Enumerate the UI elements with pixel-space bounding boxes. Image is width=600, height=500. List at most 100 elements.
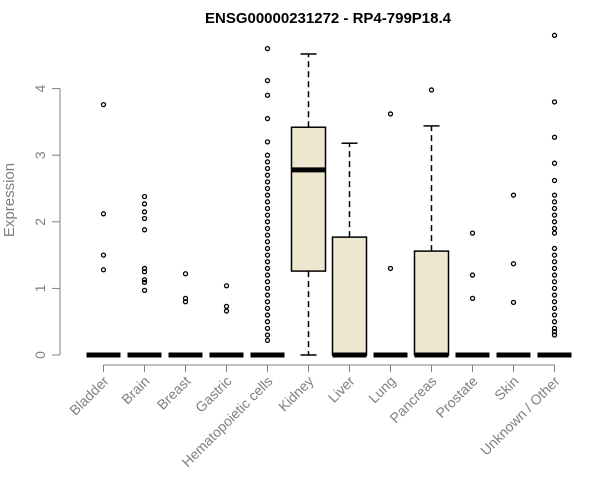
outlier-point	[141, 265, 148, 272]
outlier-point	[264, 165, 271, 172]
box-group	[209, 283, 244, 358]
outlier-point	[264, 205, 271, 212]
outlier-point	[223, 308, 230, 314]
y-tick-label: 0	[32, 351, 48, 359]
outlier-point	[141, 277, 148, 283]
outlier-point	[469, 230, 476, 236]
outlier-point	[141, 193, 148, 200]
outlier-point	[551, 312, 558, 318]
x-tick-label: Lung	[365, 373, 398, 406]
y-tick-label: 3	[32, 151, 48, 159]
outlier-point	[264, 337, 271, 343]
x-tick-label: Skin	[491, 373, 522, 404]
box-group	[455, 230, 490, 358]
x-tick-label: Liver	[325, 373, 358, 406]
outlier-point	[551, 265, 558, 272]
y-tick-label: 2	[32, 218, 48, 226]
box-group	[373, 111, 408, 358]
outlier-point	[264, 325, 271, 332]
y-axis-label: Expression	[1, 163, 18, 237]
outlier-point	[551, 305, 558, 312]
outlier-point	[510, 192, 517, 198]
outlier-point	[182, 299, 189, 305]
outlier-point	[551, 259, 558, 265]
x-tick-label: Bladder	[66, 373, 112, 419]
outlier-point	[551, 272, 558, 278]
box-group	[537, 32, 572, 358]
outlier-point	[551, 134, 558, 140]
outlier-point	[141, 269, 148, 275]
outlier-point	[551, 192, 558, 198]
box-iqr	[413, 250, 450, 356]
outlier-point	[551, 299, 558, 305]
outlier-point	[428, 87, 435, 93]
y-tick-label: 4	[32, 85, 48, 93]
outlier-point	[264, 172, 271, 178]
outlier-point	[264, 305, 271, 312]
box-group	[413, 87, 450, 358]
outlier-point	[264, 225, 271, 232]
outlier-point	[141, 201, 148, 207]
outlier-point	[264, 139, 271, 145]
outlier-point	[264, 239, 271, 245]
outlier-point	[264, 219, 271, 225]
outlier-point	[264, 252, 271, 258]
outlier-point	[100, 101, 107, 108]
outlier-point	[551, 160, 558, 166]
outlier-point	[551, 199, 558, 205]
outlier-point	[100, 267, 107, 273]
outlier-point	[551, 252, 558, 258]
x-tick-label: Breast	[154, 373, 194, 413]
outlier-point	[264, 45, 271, 52]
outlier-point	[551, 279, 558, 285]
outlier-point	[264, 232, 271, 238]
outlier-point	[141, 287, 148, 294]
box-group	[86, 101, 121, 358]
outlier-point	[387, 111, 394, 117]
x-tick-label: Kidney	[275, 373, 317, 415]
outlier-point	[551, 225, 558, 232]
outlier-point	[551, 99, 558, 105]
outlier-point	[100, 211, 107, 217]
outlier-point	[551, 319, 558, 325]
outlier-point	[551, 245, 558, 252]
outlier-point	[469, 272, 476, 278]
outlier-point	[141, 227, 148, 233]
outlier-point	[264, 185, 271, 192]
outlier-point	[510, 261, 517, 267]
outlier-point	[264, 192, 271, 198]
outlier-point	[551, 205, 558, 212]
box-group	[250, 45, 285, 358]
outlier-point	[510, 299, 517, 306]
outlier-point	[551, 230, 558, 236]
outlier-point	[264, 179, 271, 185]
outlier-point	[264, 77, 271, 84]
box-iqr	[331, 236, 368, 356]
x-tick-label: Prostate	[432, 373, 480, 421]
box-group	[496, 192, 531, 358]
outlier-point	[264, 332, 271, 338]
outlier-point	[264, 272, 271, 278]
box-group	[290, 53, 327, 356]
y-tick-label: 1	[32, 284, 48, 292]
outlier-point	[264, 199, 271, 205]
outlier-point	[264, 312, 271, 318]
outlier-point	[264, 279, 271, 285]
outlier-point	[264, 152, 271, 158]
box-group	[331, 142, 368, 358]
outlier-point	[223, 303, 230, 310]
outlier-point	[141, 215, 148, 222]
outlier-point	[264, 259, 271, 265]
outlier-point	[551, 329, 558, 335]
outlier-point	[469, 295, 476, 302]
outlier-point	[551, 212, 558, 218]
outlier-point	[264, 212, 271, 218]
outlier-point	[551, 325, 558, 332]
outlier-point	[387, 265, 394, 272]
outlier-point	[141, 279, 148, 286]
x-tick-label: Brain	[118, 373, 152, 407]
outlier-point	[551, 177, 558, 184]
outlier-point	[264, 115, 271, 122]
